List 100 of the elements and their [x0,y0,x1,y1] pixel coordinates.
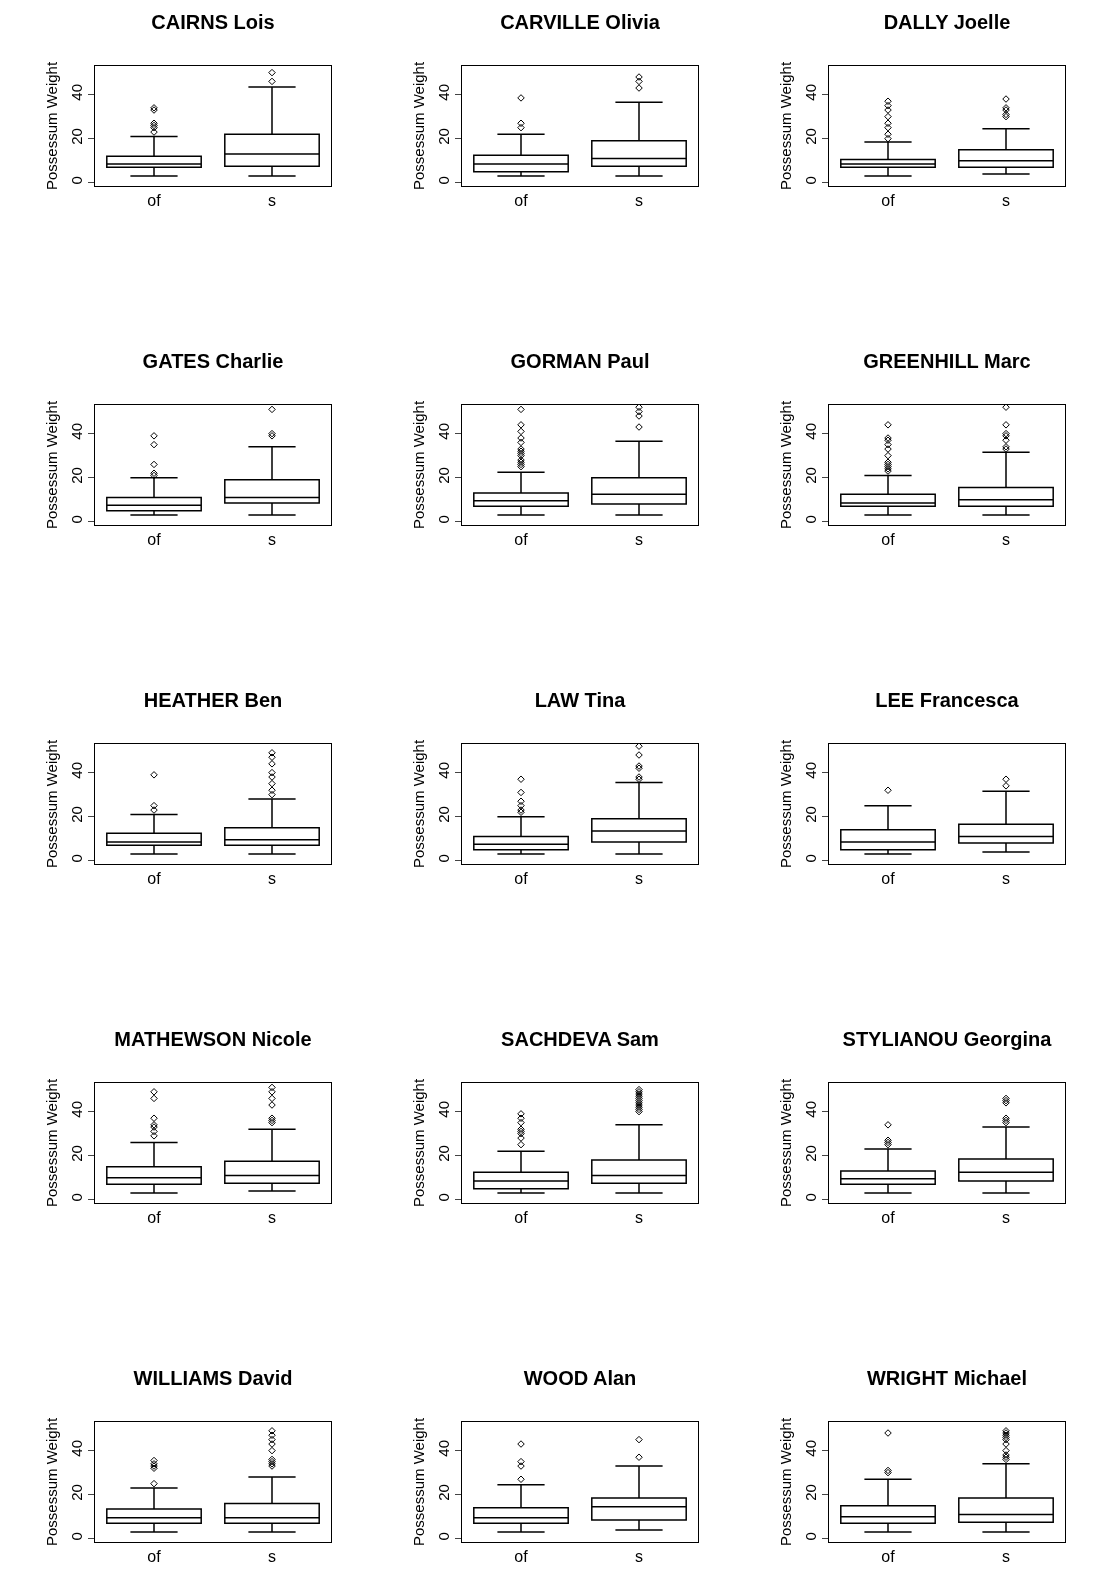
x-tick-label: of [514,870,529,888]
y-tick-label: 40 [435,423,452,440]
y-tick-label: 0 [802,1193,819,1202]
y-tick-label: 20 [435,806,452,823]
y-tick-label: 40 [435,762,452,779]
y-tick-label: 0 [802,176,819,185]
x-tick-label: of [147,1548,162,1566]
y-tick-label: 40 [68,1440,85,1457]
x-tick-label: of [514,1209,529,1227]
x-tick-label: of [147,192,162,210]
y-tick-label: 0 [435,1193,452,1202]
y-tick-label: 0 [435,515,452,524]
chart-title: GREENHILL Marc [863,350,1031,372]
x-tick-label: s [635,870,643,888]
chart-title: MATHEWSON Nicole [114,1028,312,1050]
x-tick-label: s [268,192,276,210]
y-tick-label: 40 [802,1101,819,1118]
chart-title: LAW Tina [534,689,627,711]
chart-title: CAIRNS Lois [151,11,275,33]
y-tick-label: 0 [68,515,85,524]
x-tick-label: of [881,192,896,210]
x-tick-label: s [1002,1548,1010,1566]
x-tick-label: of [147,531,162,549]
y-tick-label: 0 [68,1193,85,1202]
y-tick-label: 0 [802,854,819,863]
y-axis-title: Possessum Weight [43,1078,61,1208]
y-tick-label: 0 [802,1532,819,1541]
y-axis-title: Possessum Weight [43,739,61,869]
y-tick-label: 20 [68,1145,85,1162]
x-tick-label: s [635,531,643,549]
x-tick-label: s [268,1548,276,1566]
chart-title: LEE Francesca [875,689,1020,711]
y-tick-label: 40 [802,423,819,440]
y-axis-title: Possessum Weight [777,1078,795,1208]
chart-title: WRIGHT Michael [866,1367,1028,1389]
x-tick-label: s [268,870,276,888]
y-tick-label: 20 [68,806,85,823]
x-tick-label: s [635,1209,643,1227]
y-axis-title: Possessum Weight [43,61,61,191]
y-tick-label: 40 [802,84,819,101]
x-tick-label: s [635,192,643,210]
x-tick-label: of [881,1209,896,1227]
y-axis-title: Possessum Weight [777,400,795,530]
y-axis-title: Possessum Weight [410,400,428,530]
y-tick-label: 0 [68,1532,85,1541]
chart-title: STYLIANOU Georgina [842,1028,1053,1050]
y-tick-label: 40 [68,423,85,440]
y-tick-label: 0 [68,176,85,185]
y-tick-label: 0 [68,854,85,863]
y-axis-title: Possessum Weight [410,1078,428,1208]
x-tick-label: of [147,870,162,888]
y-axis-title: Possessum Weight [410,739,428,869]
y-tick-label: 20 [68,128,85,145]
chart-title: WOOD Alan [523,1367,637,1389]
x-tick-label: s [268,1209,276,1227]
x-tick-label: s [1002,1209,1010,1227]
y-tick-label: 40 [68,762,85,779]
chart-title: DALLY Joelle [883,11,1011,33]
y-tick-label: 40 [435,84,452,101]
x-tick-label: of [881,870,896,888]
x-tick-label: s [1002,531,1010,549]
x-tick-label: of [881,1548,896,1566]
y-tick-label: 20 [435,128,452,145]
y-axis-title: Possessum Weight [410,1417,428,1547]
y-tick-label: 40 [68,1101,85,1118]
x-tick-label: s [268,531,276,549]
x-tick-label: s [635,1548,643,1566]
y-tick-label: 0 [435,854,452,863]
y-tick-label: 20 [435,467,452,484]
y-tick-label: 20 [802,128,819,145]
y-tick-label: 40 [802,762,819,779]
chart-title: GORMAN Paul [510,350,650,372]
y-tick-label: 40 [435,1440,452,1457]
y-tick-label: 20 [435,1145,452,1162]
x-tick-label: of [514,531,529,549]
y-tick-label: 20 [802,806,819,823]
x-tick-label: of [514,192,529,210]
x-tick-label: of [147,1209,162,1227]
y-tick-label: 20 [802,467,819,484]
y-axis-title: Possessum Weight [777,739,795,869]
y-tick-label: 20 [802,1484,819,1501]
chart-title: HEATHER Ben [143,689,283,711]
y-tick-label: 40 [68,84,85,101]
y-tick-label: 20 [68,1484,85,1501]
y-tick-label: 0 [435,1532,452,1541]
y-tick-label: 40 [435,1101,452,1118]
x-tick-label: of [881,531,896,549]
chart-title: SACHDEVA Sam [501,1028,659,1050]
y-tick-label: 0 [802,515,819,524]
y-tick-label: 20 [68,467,85,484]
y-axis-title: Possessum Weight [43,1417,61,1547]
chart-title: CARVILLE Olivia [500,11,661,33]
x-tick-label: s [1002,192,1010,210]
chart-title: GATES Charlie [142,350,284,372]
x-tick-label: of [514,1548,529,1566]
y-tick-label: 20 [802,1145,819,1162]
y-axis-title: Possessum Weight [777,1417,795,1547]
y-tick-label: 40 [802,1440,819,1457]
y-axis-title: Possessum Weight [777,61,795,191]
y-tick-label: 20 [435,1484,452,1501]
